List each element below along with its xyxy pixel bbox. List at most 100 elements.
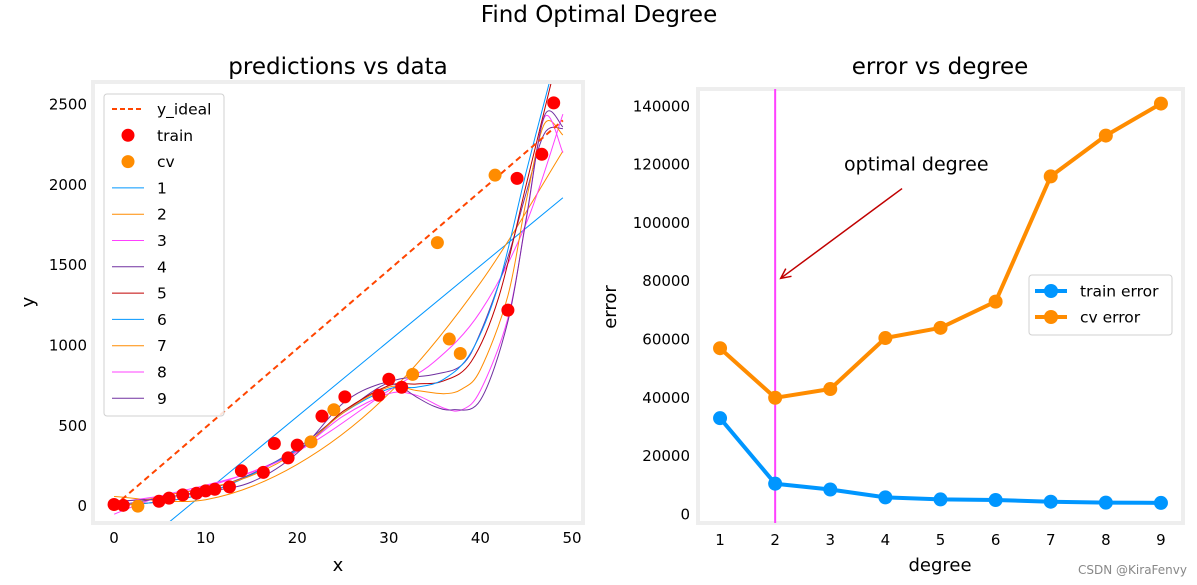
left-ytick-label: 0: [77, 497, 87, 515]
right-ytick-label: 140000: [633, 97, 690, 115]
train-error-point: [713, 411, 728, 426]
cv-point: [131, 499, 145, 513]
right-xtick-label: 3: [825, 531, 835, 549]
legend-cv-swatch: [121, 155, 135, 169]
annotation-text: optimal degree: [844, 154, 988, 176]
left-legend-label: 7: [157, 337, 167, 355]
right-ytick-label: 80000: [642, 272, 690, 290]
train-point: [152, 494, 166, 508]
left-legend-label: 6: [157, 311, 167, 329]
right-ytick-label: 40000: [642, 389, 690, 407]
left-ytick-label: 500: [58, 417, 87, 435]
train-point: [234, 464, 248, 478]
cv-point: [430, 236, 444, 250]
train-point: [501, 303, 515, 317]
cv-error-point: [1043, 169, 1058, 184]
left-legend-box: [103, 93, 225, 417]
left-ytick-label: 2000: [49, 176, 87, 194]
left-panel: predictions vs data x y 0 10 20 30 40 50 0 500…: [18, 54, 585, 576]
right-ytick-label: 120000: [633, 156, 690, 174]
left-legend-label: 4: [157, 258, 167, 276]
right-legend-swatch-marker: [1044, 284, 1058, 298]
y-ideal-line: [113, 119, 564, 507]
left-legend-label: 9: [157, 390, 167, 408]
right-ytick-label: 60000: [642, 330, 690, 348]
left-series-layer: [107, 84, 564, 521]
left-title: predictions vs data: [228, 54, 447, 80]
left-xtick-label: 10: [196, 529, 215, 547]
train-point: [256, 465, 270, 479]
train-point: [547, 96, 561, 110]
train-point: [208, 482, 222, 496]
right-panel: error vs degree degree error 1 2 3 4 5 6 7 8 9 0…: [600, 54, 1185, 576]
left-ytick-label: 1500: [49, 256, 87, 274]
left-legend-label: 3: [157, 232, 167, 250]
train-point: [116, 498, 130, 512]
left-legend-label: 2: [157, 206, 167, 224]
right-legend-swatch-marker: [1044, 310, 1058, 324]
left-legend-label: 5: [157, 285, 167, 303]
cv-point: [327, 403, 341, 417]
right-title: error vs degree: [852, 54, 1029, 80]
train-point: [176, 488, 190, 502]
annotation-arrow-head: [779, 268, 792, 280]
left-xtick-label: 40: [471, 529, 490, 547]
right-xticks: 1 2 3 4 5 6 7 8 9: [715, 531, 1165, 549]
train-error-point: [1043, 494, 1058, 509]
left-ytick-label: 1000: [49, 336, 87, 354]
left-legend-label: 1: [157, 179, 167, 197]
train-point: [510, 171, 524, 185]
cv-error-point: [1098, 128, 1113, 143]
left-xlabel: x: [333, 555, 344, 576]
train-point: [267, 436, 281, 450]
right-xtick-label: 9: [1156, 531, 1166, 549]
cv-error-point: [713, 341, 728, 356]
right-plot-area: optimal degree: [713, 89, 1168, 523]
train-point: [372, 388, 386, 402]
cv-error-point: [878, 331, 893, 346]
left-xtick-label: 30: [379, 529, 398, 547]
right-legend-label: cv error: [1080, 309, 1141, 327]
train-point: [535, 147, 549, 161]
right-xtick-label: 1: [715, 531, 725, 549]
train-error-point: [988, 492, 1003, 507]
right-xtick-label: 6: [991, 531, 1001, 549]
cv-point: [488, 168, 502, 182]
right-legend: train error cv error: [1028, 274, 1173, 336]
left-legend-label: cv: [157, 153, 175, 171]
train-error-point: [1098, 495, 1113, 510]
cv-point: [406, 367, 420, 381]
train-point: [281, 451, 295, 465]
cv-error-point: [823, 382, 838, 397]
train-error-point: [768, 476, 783, 491]
degree-6-curve: [114, 84, 550, 507]
cv-error-point: [1153, 96, 1168, 111]
train-error-point: [878, 490, 893, 505]
degree-1-curve: [169, 197, 564, 521]
left-xtick-label: 20: [288, 529, 307, 547]
degree-2-curve: [114, 150, 564, 502]
right-xtick-label: 7: [1046, 531, 1056, 549]
cv-error-point: [933, 320, 948, 335]
watermark: CSDN @KiraFenvy: [1078, 563, 1187, 577]
cv-point: [442, 332, 456, 346]
train-point: [222, 480, 236, 494]
left-legend-label: 8: [157, 364, 167, 382]
annotation-arrow-shaft: [780, 187, 903, 279]
train-error-point: [1153, 495, 1168, 510]
train-point: [290, 438, 304, 452]
right-ylabel: error: [600, 285, 621, 329]
right-xtick-label: 8: [1101, 531, 1111, 549]
cv-point: [453, 347, 467, 361]
degree-9-curve: [114, 110, 564, 507]
right-yticks: 0 20000 40000 60000 80000 100000 120000 140000: [633, 97, 690, 523]
left-xtick-label: 0: [109, 529, 119, 547]
right-ytick-label: 0: [680, 505, 690, 523]
right-legend-label: train error: [1080, 283, 1159, 301]
cv-error-point: [768, 390, 783, 405]
train-point: [382, 372, 396, 386]
figure-suptitle: Find Optimal Degree: [481, 2, 717, 28]
train-error-point: [823, 482, 838, 497]
right-ytick-label: 20000: [642, 447, 690, 465]
